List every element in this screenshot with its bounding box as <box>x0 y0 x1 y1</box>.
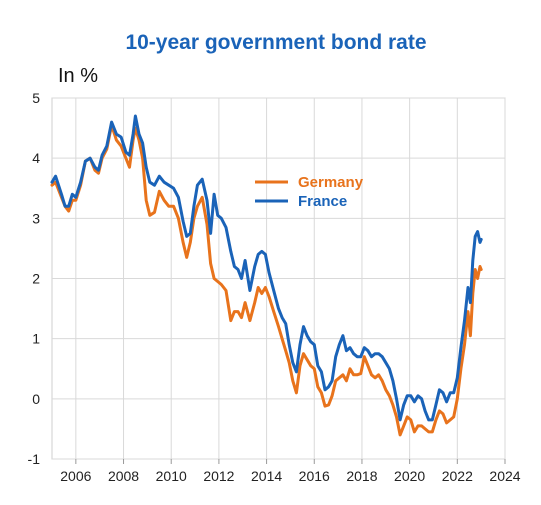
x-tick-label: 2012 <box>203 468 234 484</box>
x-tick-label: 2008 <box>108 468 139 484</box>
x-tick-label: 2016 <box>299 468 330 484</box>
x-tick-label: 2006 <box>60 468 91 484</box>
y-tick-label: 3 <box>32 210 40 226</box>
y-tick-label: 1 <box>32 331 40 347</box>
y-tick-label: 4 <box>32 150 40 166</box>
y-axis-unit-label: In % <box>58 65 98 87</box>
x-tick-label: 2010 <box>156 468 187 484</box>
tick-labels: 5 4 3 2 1 0 -1 2006 2008 2010 2012 2014 2016 2018 2020… <box>28 90 521 484</box>
y-tick-label: 0 <box>32 391 40 407</box>
series-line-france <box>50 114 483 422</box>
x-tick-label: 2020 <box>394 468 425 484</box>
legend-label-germany: Germany <box>298 174 364 191</box>
x-tick-label: 2018 <box>346 468 377 484</box>
y-tick-label: 5 <box>32 90 40 106</box>
y-tick-label: -1 <box>28 451 41 467</box>
x-tick-label: 2022 <box>442 468 473 484</box>
y-tick-label: 2 <box>32 271 40 287</box>
legend-label-france: France <box>298 193 347 210</box>
gridlines <box>52 97 506 464</box>
chart-title: 10-year government bond rate <box>125 31 426 54</box>
series-lines <box>50 114 483 437</box>
x-tick-label: 2014 <box>251 468 282 484</box>
x-tick-label: 2024 <box>489 468 520 484</box>
legend: Germany France <box>255 174 364 210</box>
